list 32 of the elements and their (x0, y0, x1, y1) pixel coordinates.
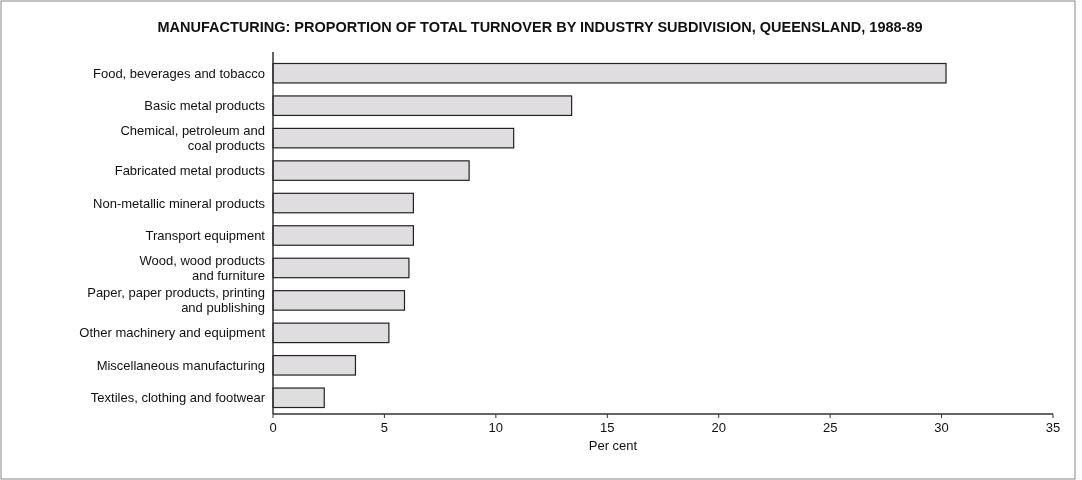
y-tick-label: Fabricated metal products (114, 163, 266, 179)
y-tick-label: Chemical, petroleum and coal products (120, 123, 266, 154)
y-tick-label: Other machinery and equipment (79, 325, 266, 341)
bar (272, 127, 515, 149)
bar (272, 354, 357, 376)
bar (272, 257, 410, 279)
y-tick-label: Food, beverages and tobacco (92, 65, 265, 81)
bar (272, 160, 470, 181)
bar (272, 290, 406, 311)
x-tick-label: 10 (488, 420, 504, 435)
x-tick-label: 5 (380, 420, 389, 435)
x-tick-label: 25 (822, 420, 838, 435)
x-tick-label: 30 (934, 420, 949, 435)
y-tick-label: Non-metallic mineral products (93, 195, 266, 211)
y-tick-label: Basic metal products (144, 98, 266, 114)
bar (272, 62, 947, 84)
x-tick-label: 20 (711, 420, 726, 435)
y-tick-label: Miscellaneous manufacturing (96, 357, 265, 373)
y-tick-label: Transport equipment (145, 228, 266, 243)
bar (272, 192, 414, 214)
bar (272, 95, 573, 117)
x-tick-label: 35 (1045, 420, 1061, 435)
bar (272, 322, 390, 344)
y-tick-label: Wood, wood products and furniture (139, 252, 266, 283)
bar (272, 225, 414, 246)
chart-title: MANUFACTURING: PROPORTION OF TOTAL TURNOVER BY INDUSTRY SUBDIVISION, QUEENSLAND, 1988-89 (157, 19, 923, 35)
bar (272, 387, 325, 409)
y-tick-label: Textiles, clothing and footwear (90, 390, 266, 406)
y-tick-label: Paper, paper products, printing and publishing (87, 285, 265, 316)
x-tick-label: 0 (269, 420, 277, 435)
x-tick-label: 15 (600, 420, 615, 435)
x-axis-title: Per cent (588, 438, 638, 453)
